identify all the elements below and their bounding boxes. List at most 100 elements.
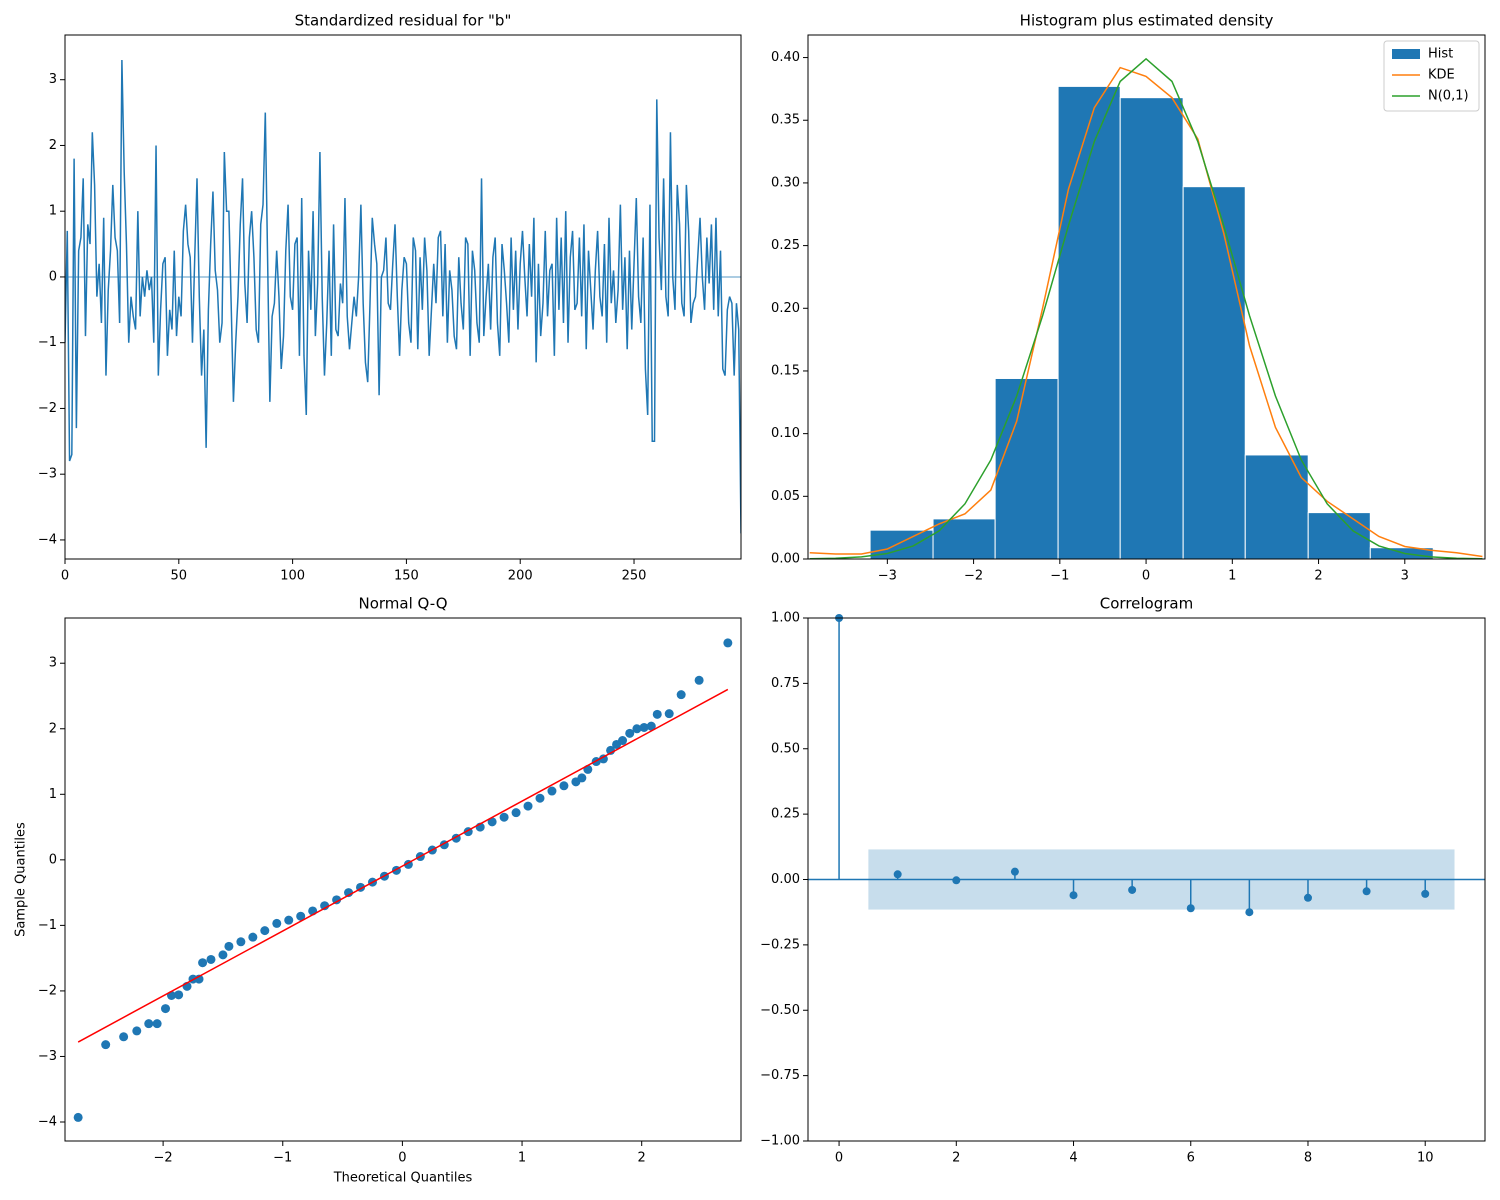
x-axis-label: Theoretical Quantiles	[333, 1171, 473, 1186]
stem-marker	[1245, 908, 1254, 917]
x-tick-label: 1	[518, 1151, 526, 1166]
qq-point	[152, 1019, 162, 1029]
qq-point	[260, 926, 270, 936]
x-tick-label: 100	[280, 569, 305, 584]
panel: Correlogram 0 2 4 6 8 10 −1.00 −0.75 −0.50 −0.25 0.…	[760, 595, 1486, 1166]
hist-bar	[869, 529, 934, 559]
axes-frame	[807, 34, 1486, 560]
hist-bar	[1119, 97, 1184, 559]
legend-label: N(0,1)	[1428, 89, 1469, 104]
qq-point	[119, 1032, 129, 1042]
hist-bar	[1244, 454, 1309, 559]
qq-point	[101, 1040, 111, 1050]
hist-bar	[932, 518, 996, 559]
y-tick-label: −2	[38, 401, 57, 416]
hist-bar	[1307, 512, 1371, 559]
x-tick-label: −2	[154, 1151, 173, 1166]
y-tick-label: 0.75	[771, 676, 800, 691]
axes-frame	[64, 617, 742, 1142]
qq-point	[206, 954, 216, 964]
panel-title: Normal Q-Q	[358, 595, 447, 613]
y-tick-label: 0.10	[771, 426, 800, 441]
qq-point	[598, 754, 608, 764]
qq-point	[559, 781, 569, 791]
qq-point	[73, 1112, 83, 1122]
hist-bar	[1057, 85, 1121, 559]
y-tick-label: −1	[38, 918, 57, 933]
qq-point	[547, 786, 557, 796]
qq-point	[694, 675, 704, 685]
qq-point	[236, 937, 246, 947]
qq-point	[511, 808, 521, 818]
y-tick-label: 3	[49, 72, 57, 87]
qq-point	[161, 1004, 171, 1014]
legend-swatch	[1392, 49, 1420, 59]
qq-point	[144, 1019, 154, 1029]
qq-point	[174, 990, 184, 1000]
axes-frame	[807, 617, 1486, 1142]
y-tick-label: 0.35	[771, 113, 800, 128]
qq-point	[499, 812, 509, 822]
y-tick-label: 3	[49, 656, 57, 671]
qq-point	[224, 941, 234, 951]
y-tick-label: −1.00	[760, 1134, 800, 1149]
panel-title: Standardized residual for "b"	[295, 12, 512, 30]
stem-marker	[893, 870, 902, 879]
axes-frame	[64, 34, 742, 560]
qq-point	[664, 709, 674, 719]
y-tick-label: 2	[49, 138, 57, 153]
y-tick-label: −1	[38, 335, 57, 350]
x-tick-label: −2	[964, 569, 983, 584]
x-tick-label: 8	[1304, 1151, 1312, 1166]
qq-point	[625, 728, 635, 738]
y-tick-label: −4	[38, 532, 57, 547]
qq-point	[723, 638, 733, 648]
x-tick-label: 2	[952, 1151, 960, 1166]
residual-line	[65, 59, 741, 534]
hist-bar	[994, 377, 1059, 559]
x-tick-label: 250	[622, 569, 647, 584]
y-tick-label: −4	[38, 1114, 57, 1129]
y-tick-label: 0.00	[771, 872, 800, 887]
y-tick-label: 0.25	[771, 238, 800, 253]
x-tick-label: 1	[1228, 569, 1236, 584]
plot-area	[809, 57, 1483, 559]
y-tick-label: 0	[49, 852, 57, 867]
qq-point	[284, 915, 294, 925]
qq-point	[248, 932, 258, 942]
panel: Standardized residual for "b"0 50 100 150 20…	[38, 12, 742, 584]
qq-point	[218, 950, 228, 960]
x-tick-label: 200	[508, 569, 533, 584]
stem-marker	[1303, 893, 1312, 902]
qq-point	[198, 958, 208, 968]
plot-area	[73, 638, 733, 1122]
y-tick-label: 1	[49, 787, 57, 802]
x-tick-label: 150	[394, 569, 419, 584]
y-tick-label: 0.25	[771, 807, 800, 822]
x-tick-label: 0	[1142, 569, 1150, 584]
qq-point	[652, 709, 662, 719]
stem-marker	[1186, 904, 1195, 913]
x-tick-label: 0	[835, 1151, 843, 1166]
y-tick-label: 0.30	[771, 175, 800, 190]
y-tick-label: 1.00	[771, 611, 800, 626]
stem-marker	[952, 876, 961, 885]
x-tick-label: 0	[398, 1151, 406, 1166]
panel: Normal Q-Q Theoretical Quantiles Sample Qu…	[14, 595, 742, 1186]
stem-marker	[1069, 891, 1078, 900]
y-axis-label: Sample Quantiles	[14, 822, 29, 937]
hist-bar	[1182, 186, 1246, 559]
y-tick-label: −3	[38, 1049, 57, 1064]
panel-title: Correlogram	[1100, 595, 1193, 613]
y-tick-label: 0.50	[771, 741, 800, 756]
legend: Hist KDE N(0,1)	[1383, 40, 1480, 112]
y-tick-label: −0.50	[760, 1003, 800, 1018]
y-tick-label: −3	[38, 467, 57, 482]
x-tick-label: 3	[1401, 569, 1409, 584]
qq-point	[487, 817, 497, 827]
qq-point	[535, 793, 545, 803]
y-tick-label: 0.40	[771, 50, 800, 65]
y-tick-label: 0	[49, 269, 57, 284]
qq-point	[320, 901, 330, 911]
x-tick-label: 4	[1069, 1151, 1077, 1166]
